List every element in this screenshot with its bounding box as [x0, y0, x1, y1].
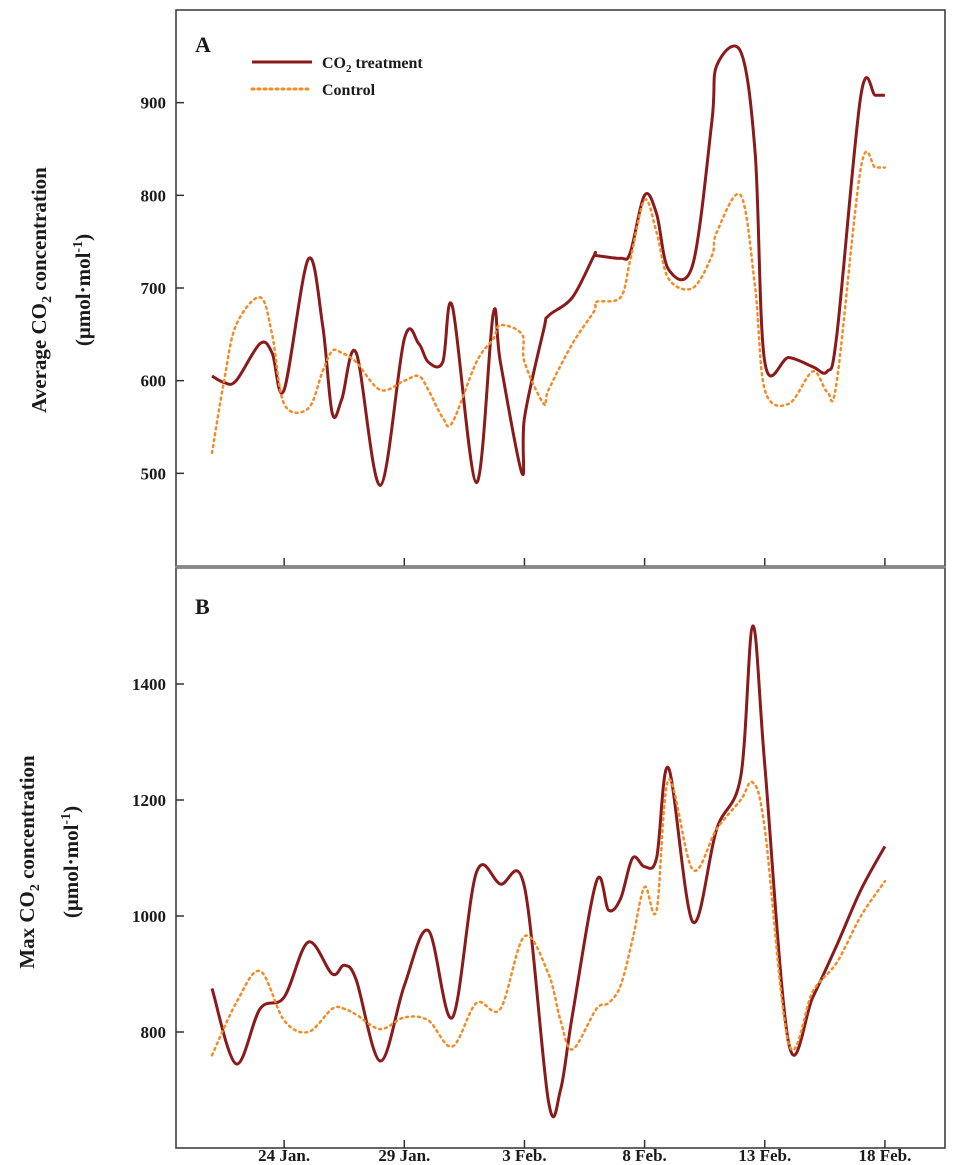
x-tick-label: 8 Feb. [622, 1146, 666, 1165]
panel-b: B Max CO2 concentration (μmol·mol-1) 800… [15, 594, 887, 1148]
panel-a-ylabel-line2: (μmol·mol-1) [71, 234, 95, 346]
legend-treatment-pre: CO [322, 55, 346, 72]
panel-a-unit-pre: (μmol·mol [71, 252, 95, 346]
panel-a-ytick-label: 500 [141, 464, 167, 483]
panel-a-frame [175, 9, 946, 567]
panel-b-ylabel-pre: Max CO [15, 891, 39, 969]
panel-a-ylabel-pre: Average CO [27, 303, 51, 413]
panel-a-unit-sup: -1 [71, 241, 86, 253]
panel-b-ytick-label: 1400 [132, 675, 166, 694]
x-tick-label: 29 Jan. [378, 1146, 430, 1165]
panel-a-ylabel-line1: Average CO2 concentration [27, 167, 55, 413]
x-tick-label: 24 Jan. [258, 1146, 310, 1165]
panel-a-ytick-label: 600 [141, 372, 167, 391]
panel-b-x-ticks [283, 1140, 886, 1148]
x-tick-label: 13 Feb. [738, 1146, 791, 1165]
panel-b-unit-pre: (μmol·mol [59, 824, 83, 918]
panel-b-unit-sup: -1 [59, 813, 74, 825]
legend-label-control: Control [322, 82, 376, 99]
legend-treatment-post: treatment [352, 55, 424, 72]
panel-b-unit-post: ) [59, 806, 83, 813]
panel-a-ytick-label: 700 [141, 279, 167, 298]
panel-b-frame [175, 567, 946, 1149]
panel-a-x-ticks [283, 558, 886, 566]
panel-a: A CO2 treatment Control Average CO2 conc… [27, 32, 887, 566]
panel-a-letter: A [195, 32, 211, 57]
panel-b-y-axis: 800 1000 1200 1400 [132, 675, 184, 1042]
panel-b-ylabel-line2: (μmol·mol-1) [59, 806, 83, 918]
x-tick-label: 3 Feb. [502, 1146, 546, 1165]
panel-b-series-control-line [210, 778, 887, 1057]
x-tick-label: 18 Feb. [858, 1146, 911, 1165]
panel-b-ytick-label: 1200 [132, 791, 166, 810]
panel-a-ytick-label: 800 [141, 186, 167, 205]
panel-b-ylabel-sub: 2 [28, 884, 43, 891]
panel-b-letter: B [195, 594, 210, 619]
panel-a-y-axis: 500 600 700 800 900 [141, 94, 184, 483]
panel-b-series-treatment-line [210, 624, 887, 1119]
panel-a-series-control-line [210, 150, 887, 455]
panel-a-ytick-label: 900 [141, 94, 167, 113]
panel-b-ylabel-line1: Max CO2 concentration [15, 755, 43, 969]
panel-b-ytick-label: 800 [141, 1023, 167, 1042]
panel-a-series-treatment-line [211, 44, 885, 487]
panel-b-ytick-label: 1000 [132, 907, 166, 926]
panel-a-ylabel-sub: 2 [40, 296, 55, 303]
panel-b-ylabel-post: concentration [15, 755, 39, 884]
panel-b-series [210, 624, 887, 1119]
legend-treatment-sub: 2 [346, 63, 352, 75]
x-axis-tick-labels: 24 Jan. 29 Jan. 3 Feb. 8 Feb. 13 Feb. 18 Feb. [258, 1146, 911, 1165]
panel-a-series [210, 44, 887, 487]
panel-a-ylabel-post: concentration [27, 167, 51, 296]
plot-frames [175, 9, 946, 1149]
legend-label-treatment: CO2 treatment [322, 55, 423, 75]
legend: CO2 treatment Control [250, 55, 423, 99]
panel-a-unit-post: ) [71, 234, 95, 241]
